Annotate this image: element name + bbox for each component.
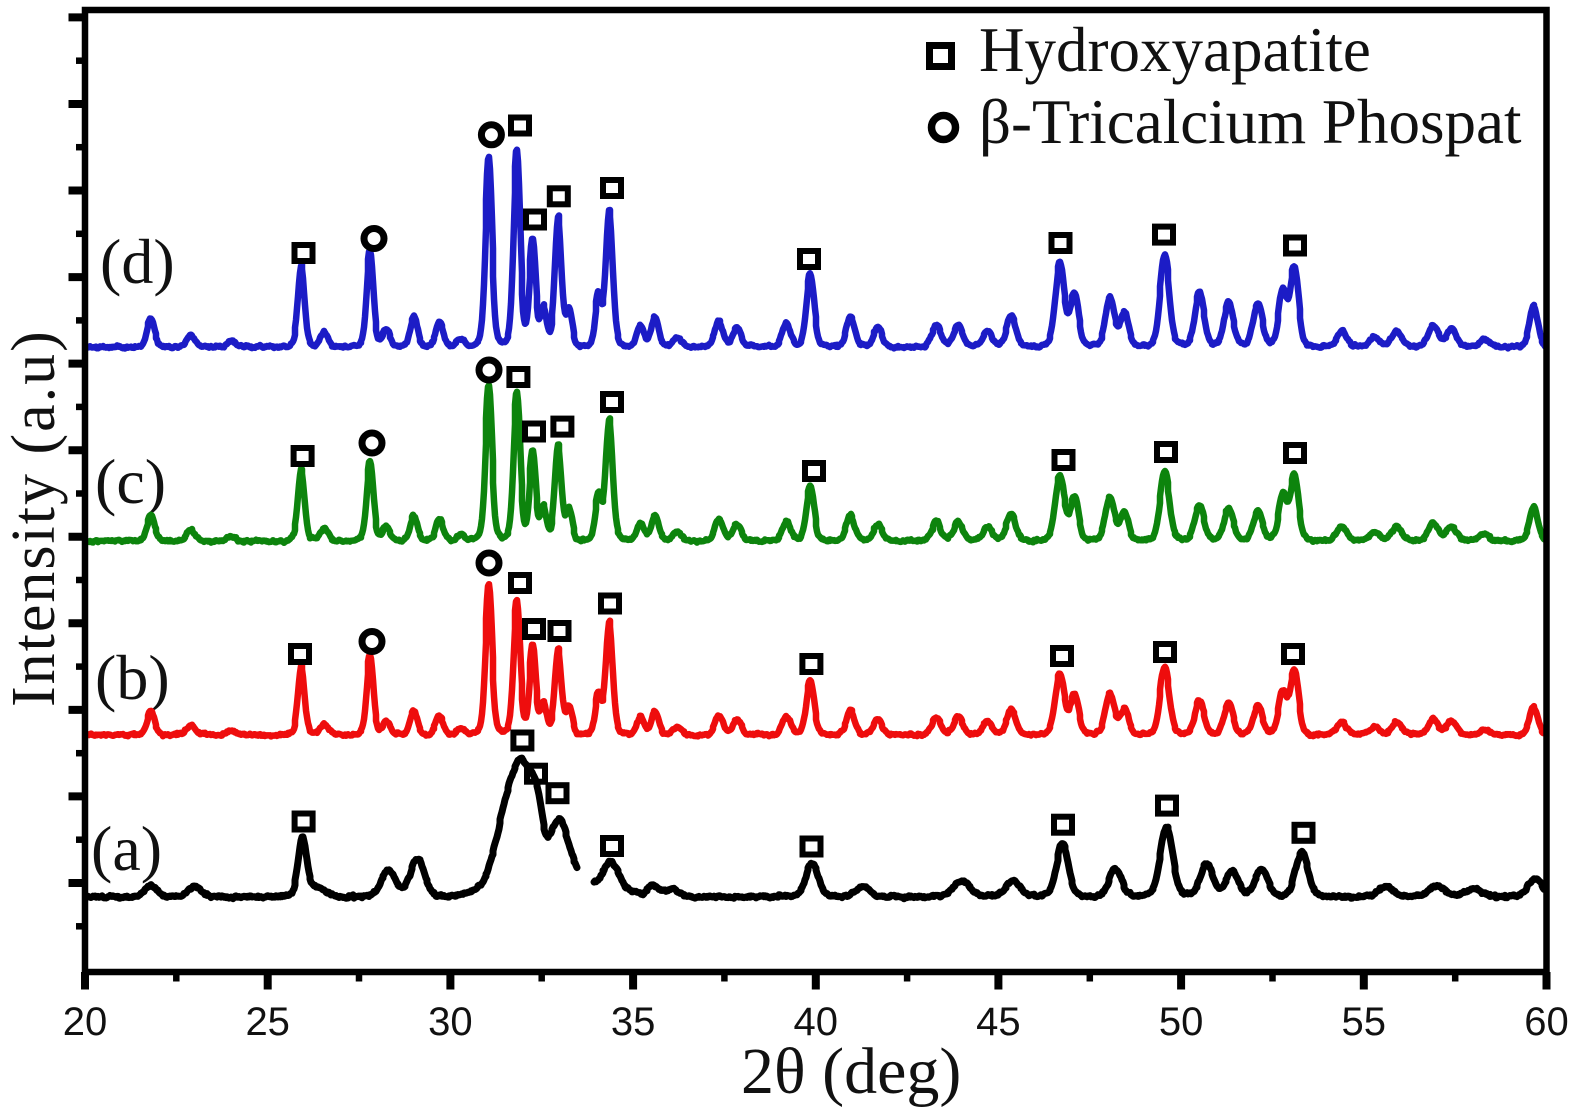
svg-text:45: 45 — [976, 1000, 1021, 1044]
svg-text:Intensity (a.u): Intensity (a.u) — [0, 329, 68, 707]
svg-text:(c): (c) — [95, 446, 166, 517]
svg-text:(d): (d) — [100, 226, 175, 297]
svg-text:2θ (deg): 2θ (deg) — [741, 1035, 961, 1108]
svg-text:60: 60 — [1524, 1000, 1569, 1044]
svg-text:30: 30 — [428, 1000, 473, 1044]
svg-text:40: 40 — [794, 1000, 839, 1044]
svg-text:(b): (b) — [95, 642, 170, 713]
svg-text:35: 35 — [611, 1000, 656, 1044]
svg-text:Hydroxyapatite: Hydroxyapatite — [979, 15, 1371, 85]
svg-text:20: 20 — [63, 1000, 108, 1044]
svg-text:(a): (a) — [91, 813, 162, 884]
svg-text:β-Tricalcium Phospat: β-Tricalcium Phospat — [979, 87, 1522, 157]
svg-text:50: 50 — [1159, 1000, 1204, 1044]
svg-text:55: 55 — [1342, 1000, 1387, 1044]
svg-text:25: 25 — [245, 1000, 290, 1044]
